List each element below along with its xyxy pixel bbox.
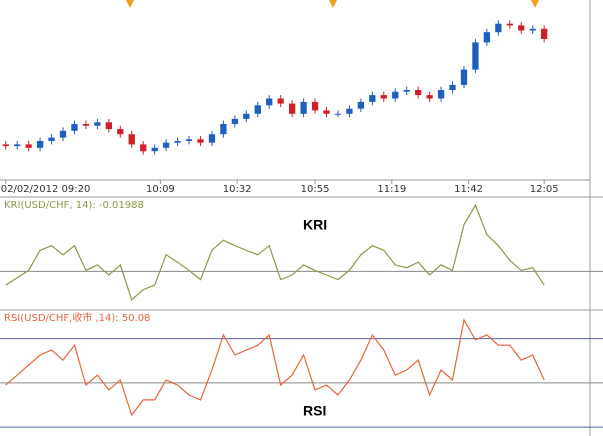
candle-body: [541, 28, 548, 39]
candle-body: [82, 124, 90, 126]
candle-body: [128, 134, 135, 145]
candle-body: [36, 141, 44, 148]
x-tick-label: 10:09: [146, 184, 175, 195]
panel-title: KRI(USD/CHF, 14): -0.01988: [4, 200, 144, 211]
candle-body: [185, 139, 193, 141]
x-tick-label: 10:55: [301, 184, 330, 195]
candle-body: [231, 118, 239, 124]
candle-body: [197, 139, 204, 143]
x-tick-label: 12:05: [530, 184, 559, 195]
candle-body: [472, 42, 479, 70]
candle-body: [151, 147, 158, 152]
candle-body: [266, 98, 273, 106]
candle-body: [460, 69, 468, 85]
candle-body: [449, 84, 456, 90]
candle-body: [483, 32, 491, 43]
candle-body: [174, 141, 181, 143]
candle-body: [506, 23, 513, 26]
candle-body: [71, 124, 78, 131]
x-tick-label: 02/02/2012 09:20: [1, 184, 91, 195]
annotation: KRI: [303, 217, 327, 233]
candle-body: [277, 98, 284, 104]
candle-body: [94, 122, 101, 126]
x-tick-label: 10:32: [223, 184, 252, 195]
annotation: RSI: [303, 403, 326, 419]
candle-body: [369, 95, 376, 102]
marker: [531, 0, 539, 8]
candle-body: [2, 144, 9, 147]
candle-body: [518, 25, 525, 31]
marker: [329, 0, 337, 8]
candle-body: [415, 90, 422, 96]
candle-body: [392, 91, 399, 99]
candle-body: [311, 101, 319, 111]
candle-body: [529, 28, 536, 31]
candle-body: [220, 124, 227, 135]
candle-body: [14, 144, 21, 147]
candle-body: [426, 95, 433, 99]
candle-body: [346, 108, 353, 114]
x-tick-label: 11:42: [454, 184, 483, 195]
candle-body: [59, 130, 67, 138]
candle-body: [254, 105, 261, 114]
candle-body: [162, 142, 170, 148]
indicator-line: [5, 203, 545, 301]
panel-title: RSI(USD/CHF,收市 ,14): 50.08: [4, 311, 150, 324]
candle-body: [334, 113, 342, 115]
indicator-line: [5, 318, 545, 417]
candle-body: [117, 129, 124, 135]
candle-body: [357, 101, 365, 109]
x-tick-label: 11:19: [377, 184, 406, 195]
candle-body: [380, 95, 387, 99]
candle-body: [140, 144, 147, 152]
candle-body: [243, 113, 250, 119]
candle-body: [48, 137, 55, 141]
candle-body: [25, 144, 32, 148]
candle-body: [323, 110, 330, 114]
marker: [126, 0, 134, 8]
candle-body: [208, 134, 216, 143]
candle-body: [437, 90, 445, 99]
candle-body: [300, 101, 307, 114]
candle-body: [288, 103, 296, 114]
candle-body: [105, 122, 112, 130]
candle-body: [403, 90, 410, 92]
candle-body: [495, 23, 502, 33]
